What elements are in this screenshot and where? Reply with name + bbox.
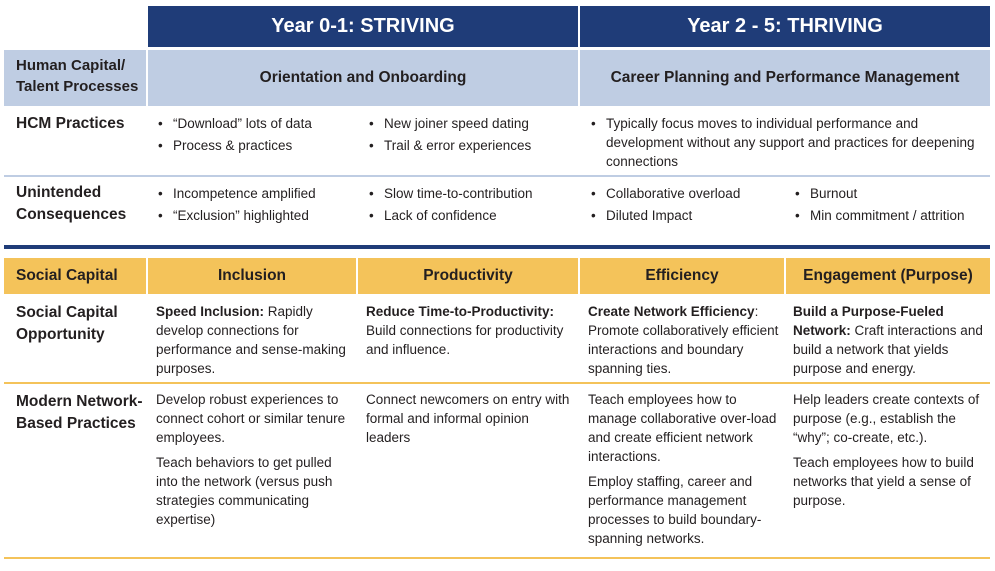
opportunity-engagement-title: Build a Purpose-Fueled Network:: [793, 304, 944, 338]
divider: [4, 175, 990, 177]
opportunity-inclusion-text: Rapidly develop connections for performa…: [156, 304, 346, 376]
bottom-divider: [4, 557, 990, 559]
modern-efficiency: Teach employees how to manage collaborat…: [588, 390, 780, 554]
header-striving: Year 0-1: STRIVING: [148, 6, 578, 47]
modern-inclusion-p2: Teach behaviors to get pulled into the n…: [156, 455, 333, 527]
unintended-col3-list: Collaborative overload Diluted Impact: [588, 184, 784, 225]
hcm-col3-list: Typically focus moves to individual perf…: [588, 114, 978, 171]
opportunity-efficiency: Create Network Efficiency: Promote colla…: [588, 302, 780, 378]
divider: [4, 382, 990, 384]
list-item: Diluted Impact: [588, 206, 784, 225]
modern-engagement-p1: Help leaders create contexts of purpose …: [793, 392, 980, 445]
unintended-col4: Burnout Min commitment / attrition: [792, 184, 982, 228]
unintended-consequences-label: Unintended Consequences: [16, 184, 127, 223]
opportunity-efficiency-text: : Promote collaboratively efficient inte…: [588, 304, 779, 376]
header-thriving: Year 2 - 5: THRIVING: [580, 6, 990, 47]
list-item: Incompetence amplified: [155, 184, 360, 203]
modern-productivity-p1: Connect newcomers on entry with formal a…: [366, 392, 570, 445]
hcm-col2-list: New joiner speed dating Trail & error ex…: [366, 114, 576, 155]
modern-engagement-p2: Teach employees how to build networks th…: [793, 455, 974, 508]
hcm-col3: Typically focus moves to individual perf…: [588, 114, 978, 174]
unintended-col1: Incompetence amplified “Exclusion” highl…: [155, 184, 360, 228]
opportunity-label: Social Capital Opportunity: [16, 304, 118, 343]
list-item: Lack of confidence: [366, 206, 576, 225]
social-capital-label: Social Capital: [4, 258, 146, 294]
list-item: Process & practices: [155, 136, 360, 155]
list-item: Burnout: [792, 184, 982, 203]
hcm-col2: New joiner speed dating Trail & error ex…: [366, 114, 576, 158]
hcm-col1: “Download” lots of data Process & practi…: [155, 114, 360, 158]
engagement-header: Engagement (Purpose): [786, 258, 990, 294]
efficiency-header: Efficiency: [580, 258, 784, 294]
modern-efficiency-p2: Employ staffing, career and performance …: [588, 474, 762, 546]
modern-inclusion: Develop robust experiences to connect co…: [156, 390, 352, 535]
modern-productivity: Connect newcomers on entry with formal a…: [366, 390, 572, 453]
modern-efficiency-p1: Teach employees how to manage collaborat…: [588, 392, 777, 464]
opportunity-productivity-text: Build connections for productivity and i…: [366, 323, 564, 357]
list-item: “Exclusion” highlighted: [155, 206, 360, 225]
career-header: Career Planning and Performance Manageme…: [580, 50, 990, 106]
opportunity-productivity-title: Reduce Time-to-Productivity:: [366, 304, 555, 319]
inclusion-header: Inclusion: [148, 258, 356, 294]
section-divider: [4, 245, 990, 249]
opportunity-inclusion-title: Speed Inclusion:: [156, 304, 265, 319]
unintended-col2: Slow time-to-contribution Lack of confid…: [366, 184, 576, 228]
list-item: Collaborative overload: [588, 184, 784, 203]
modern-practices-label: Modern Network-Based Practices: [16, 393, 143, 432]
orientation-header: Orientation and Onboarding: [148, 50, 578, 106]
list-item: Trail & error experiences: [366, 136, 576, 155]
productivity-header: Productivity: [358, 258, 578, 294]
opportunity-engagement-text: Craft interactions and build a network t…: [793, 323, 983, 376]
opportunity-inclusion: Speed Inclusion: Rapidly develop connect…: [156, 302, 352, 378]
hcm-practices-label: HCM Practices: [16, 115, 125, 132]
human-capital-label: Human Capital/ Talent Processes: [4, 50, 146, 106]
unintended-col3: Collaborative overload Diluted Impact: [588, 184, 784, 228]
opportunity-efficiency-title: Create Network Efficiency: [588, 304, 755, 319]
list-item: Slow time-to-contribution: [366, 184, 576, 203]
list-item: “Download” lots of data: [155, 114, 360, 133]
opportunity-engagement: Build a Purpose-Fueled Network: Craft in…: [793, 302, 983, 378]
hcm-col1-list: “Download” lots of data Process & practi…: [155, 114, 360, 155]
unintended-col4-list: Burnout Min commitment / attrition: [792, 184, 982, 225]
unintended-col2-list: Slow time-to-contribution Lack of confid…: [366, 184, 576, 225]
list-item: Typically focus moves to individual perf…: [588, 114, 978, 171]
opportunity-productivity: Reduce Time-to-Productivity: Build conne…: [366, 302, 574, 359]
modern-engagement: Help leaders create contexts of purpose …: [793, 390, 983, 516]
modern-inclusion-p1: Develop robust experiences to connect co…: [156, 392, 346, 445]
list-item: New joiner speed dating: [366, 114, 576, 133]
unintended-col1-list: Incompetence amplified “Exclusion” highl…: [155, 184, 360, 225]
list-item: Min commitment / attrition: [792, 206, 982, 225]
